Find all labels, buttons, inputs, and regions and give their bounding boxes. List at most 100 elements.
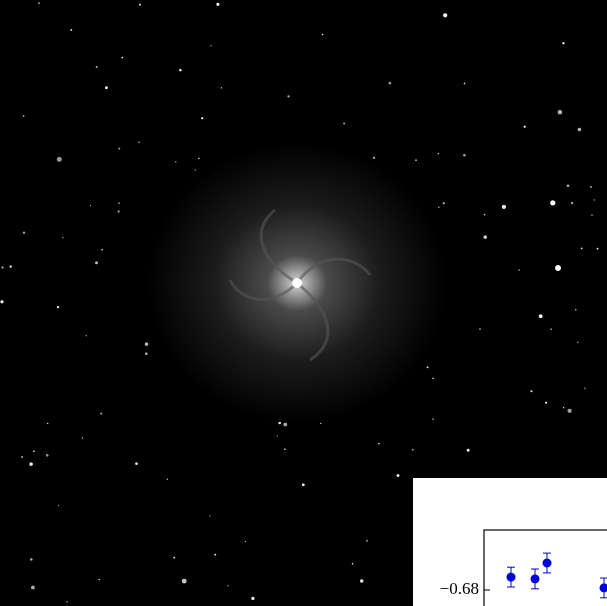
star [30,558,33,561]
star [121,57,123,59]
star [283,423,287,427]
star [578,128,582,132]
star [550,200,555,205]
star [145,352,148,355]
star [479,328,481,330]
star [518,269,520,271]
star [245,541,246,542]
star [577,342,579,344]
star [378,443,380,445]
star [201,117,203,119]
data-point [507,573,516,582]
star [432,378,434,380]
star [427,366,429,368]
star [210,45,211,46]
star [105,86,108,89]
data-point [531,574,540,583]
star [118,202,120,204]
star [555,265,561,271]
star [251,597,254,600]
star [86,335,87,336]
star [550,329,551,330]
star [38,2,40,4]
star [175,161,176,162]
data-point [543,559,552,568]
star [320,423,321,424]
star [562,42,564,44]
star [214,554,216,556]
star [597,248,599,250]
star [9,265,11,267]
star [432,418,433,419]
star [545,402,547,404]
star [352,563,354,565]
star [539,314,543,318]
star [567,184,570,187]
star [216,3,219,6]
star [198,158,199,159]
star [558,110,563,115]
star [23,231,25,233]
star [467,449,470,452]
star [443,13,447,17]
star [227,585,228,586]
star [287,95,289,97]
star [591,214,592,215]
star [1,266,3,268]
star [90,205,91,206]
star [195,169,196,170]
star [96,66,98,68]
star [135,462,138,465]
star [284,448,286,450]
star [438,206,440,208]
star [57,157,62,162]
star [438,153,440,155]
star [567,409,571,413]
star [412,449,414,451]
star [33,450,35,452]
star [0,300,3,303]
star [575,309,577,311]
star [138,142,139,143]
star [483,235,486,238]
star [584,388,585,389]
star [29,462,33,466]
star [366,540,368,542]
star [322,34,324,36]
star [179,69,182,72]
star [173,557,175,559]
star [182,579,187,584]
star [221,87,222,88]
screenshot: −0.68 [0,0,607,606]
star [70,29,72,31]
star [23,115,24,116]
star [139,4,141,6]
star [484,214,486,216]
star [360,579,363,582]
star [571,202,573,204]
star [98,579,100,581]
star [145,342,148,345]
star [590,186,592,188]
star [57,306,59,308]
star [343,122,345,124]
star [21,456,23,458]
star [563,407,564,408]
star [373,157,375,159]
star [58,505,59,506]
star [302,483,305,486]
star [31,586,35,590]
star [118,210,120,212]
galaxy-core [292,278,302,288]
star [66,601,67,602]
star [46,454,49,457]
star [167,479,168,480]
star [82,437,84,439]
star [443,202,445,204]
star [594,199,595,200]
star [47,423,48,424]
star [101,249,102,250]
y-tick-label: −0.68 [440,579,479,598]
star [581,247,583,249]
star [389,82,392,85]
